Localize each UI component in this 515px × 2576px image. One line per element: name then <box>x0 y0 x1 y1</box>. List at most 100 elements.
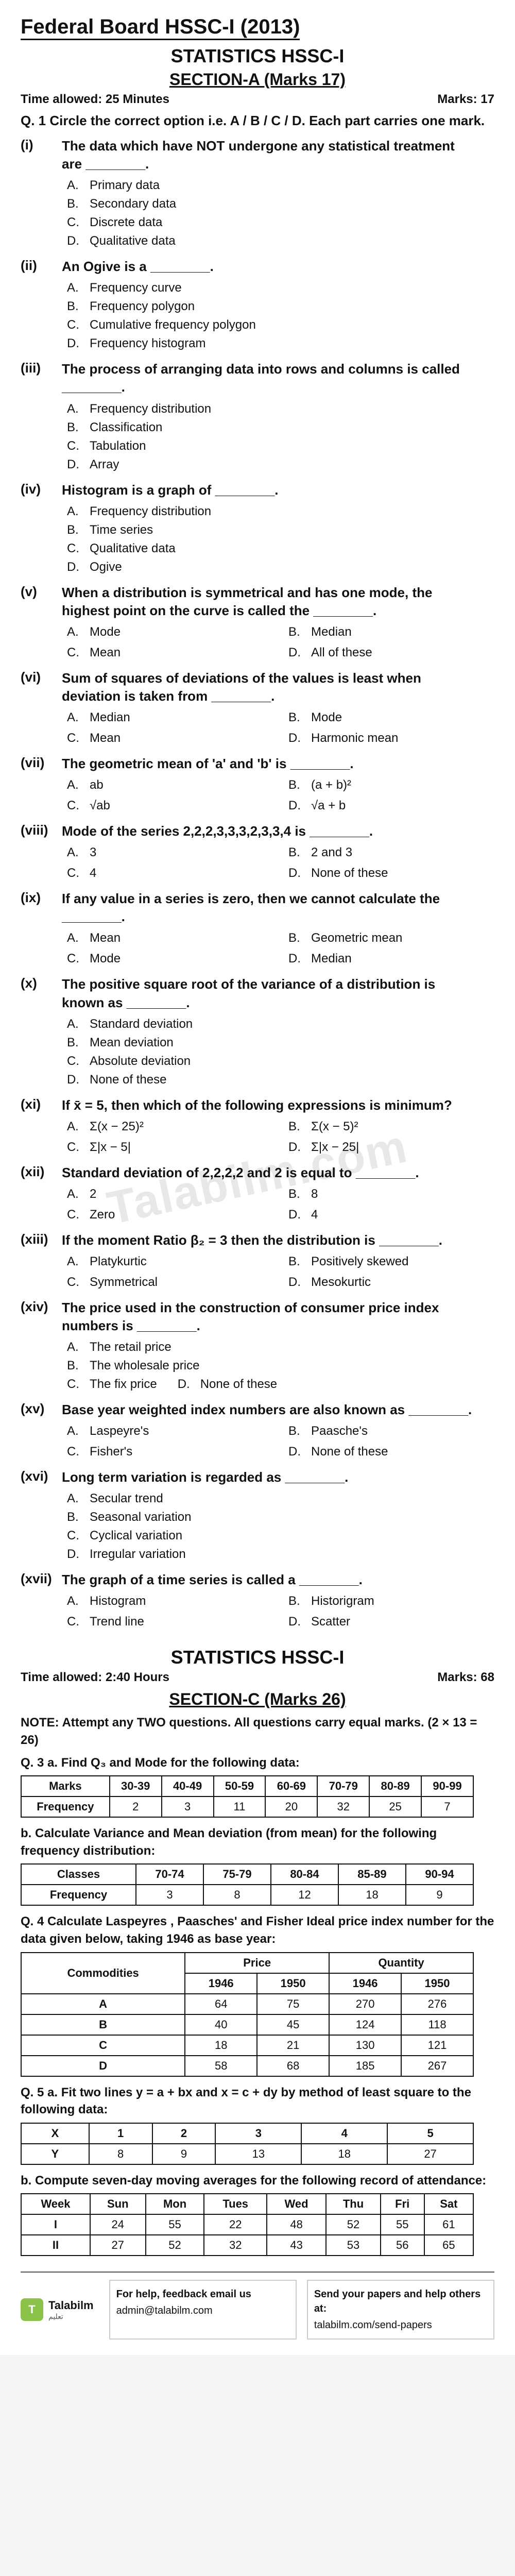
option[interactable]: D.None of these <box>288 864 494 883</box>
marks-a: Marks: 17 <box>437 92 494 107</box>
option[interactable]: C.Mean <box>67 729 273 748</box>
question-number: (x) <box>21 975 62 991</box>
question-text: The price used in the construction of co… <box>62 1299 474 1335</box>
option[interactable]: A.Secular trend <box>67 1489 494 1508</box>
option[interactable]: D.Harmonic mean <box>288 729 494 748</box>
table-cell: 124 <box>329 2014 401 2035</box>
question-number: (v) <box>21 584 62 600</box>
option[interactable]: A.Platykurtic <box>67 1252 273 1271</box>
table-cell: 68 <box>257 2056 329 2076</box>
option[interactable]: B.Geometric mean <box>288 929 494 947</box>
option[interactable]: B.Σ(x − 5)² <box>288 1117 494 1136</box>
option[interactable]: B.Mode <box>288 708 494 727</box>
option[interactable]: B.Classification <box>67 418 494 437</box>
option[interactable]: B.Median <box>288 623 494 641</box>
option[interactable]: C.Cumulative frequency polygon <box>67 316 494 334</box>
option[interactable]: A.ab <box>67 776 273 794</box>
option[interactable]: C.Absolute deviation <box>67 1052 494 1071</box>
option[interactable]: D.Ogive <box>67 558 494 577</box>
table-cell: C <box>21 2035 185 2056</box>
table-cell: 185 <box>329 2056 401 2076</box>
option[interactable]: C.Cyclical variation <box>67 1527 494 1545</box>
table-header: Sat <box>424 2194 473 2214</box>
option[interactable]: B.Positively skewed <box>288 1252 494 1271</box>
option[interactable]: A.Primary data <box>67 176 494 195</box>
option[interactable]: C.Fisher's <box>67 1443 273 1461</box>
option[interactable]: B.Frequency polygon <box>67 297 494 316</box>
option[interactable]: C.Mode <box>67 950 273 968</box>
option[interactable]: D.4 <box>288 1206 494 1224</box>
question: (x)The positive square root of the varia… <box>21 975 494 1089</box>
table-cell: 22 <box>204 2214 266 2235</box>
footer-send-url[interactable]: talabilm.com/send-papers <box>314 2318 487 2332</box>
option[interactable]: D.Irregular variation <box>67 1545 494 1564</box>
option[interactable]: D.Qualitative data <box>67 232 494 250</box>
table-header: Fri <box>381 2194 424 2214</box>
option[interactable]: C.Zero <box>67 1206 273 1224</box>
table-header: Commodities <box>21 1953 185 1994</box>
option[interactable]: D.Median <box>288 950 494 968</box>
option[interactable]: B.Historigram <box>288 1592 494 1611</box>
option[interactable]: A.Median <box>67 708 273 727</box>
option[interactable]: B.(a + b)² <box>288 776 494 794</box>
options: A.Frequency curveB.Frequency polygonC.Cu… <box>67 279 494 353</box>
option[interactable]: D.None of these <box>67 1071 494 1089</box>
table-cell: 55 <box>146 2214 204 2235</box>
option[interactable]: D.Σ|x − 25| <box>288 1138 494 1157</box>
option[interactable]: D.Array <box>67 455 494 474</box>
option[interactable]: A.Standard deviation <box>67 1015 494 1033</box>
option[interactable]: A.Laspeyre's <box>67 1422 273 1440</box>
option[interactable]: B.8 <box>288 1185 494 1204</box>
option[interactable]: A.Frequency distribution <box>67 502 494 521</box>
question-text: The graph of a time series is called a _… <box>62 1571 474 1589</box>
option[interactable]: D.Mesokurtic <box>288 1273 494 1292</box>
table-cell: 40 <box>185 2014 257 2035</box>
option[interactable]: C.Qualitative data <box>67 539 494 558</box>
option[interactable]: A.Frequency distribution <box>67 400 494 418</box>
option[interactable]: C.Tabulation <box>67 437 494 455</box>
option[interactable]: C.Trend line <box>67 1613 273 1631</box>
footer: T Talabilm تعلیم For help, feedback emai… <box>21 2272 494 2340</box>
option[interactable]: B.2 and 3 <box>288 843 494 862</box>
option[interactable]: B.Mean deviation <box>67 1033 494 1052</box>
table-cell: D <box>21 2056 185 2076</box>
option[interactable]: B.Seasonal variation <box>67 1508 494 1527</box>
option[interactable]: C.Mean <box>67 643 273 662</box>
options: A.Mode B.Median C.Mean D.All of these <box>67 623 494 662</box>
option[interactable]: A.Frequency curve <box>67 279 494 297</box>
option[interactable]: B.Paasche's <box>288 1422 494 1440</box>
option[interactable]: A.The retail price <box>67 1338 494 1357</box>
table-cell: 9 <box>406 1885 473 1905</box>
option[interactable]: A.Σ(x − 25)² <box>67 1117 273 1136</box>
section-a-title: SECTION-A (Marks 17) <box>21 70 494 89</box>
option[interactable]: B.Time series <box>67 521 494 539</box>
table-header: Classes <box>21 1864 136 1885</box>
section-c-title: SECTION-C (Marks 26) <box>21 1690 494 1709</box>
option[interactable]: C.√ab <box>67 796 273 815</box>
question: (xvii)The graph of a time series is call… <box>21 1571 494 1631</box>
option[interactable]: D.None of these <box>288 1443 494 1461</box>
option[interactable]: A.3 <box>67 843 273 862</box>
table-cell: 52 <box>146 2235 204 2256</box>
option[interactable]: D.Scatter <box>288 1613 494 1631</box>
option[interactable]: C.The fix price D.None of these <box>67 1375 494 1394</box>
option[interactable]: D.√a + b <box>288 796 494 815</box>
option[interactable]: D.All of these <box>288 643 494 662</box>
option[interactable]: B.Secondary data <box>67 195 494 213</box>
table-cell: 7 <box>421 1797 473 1817</box>
footer-help-email[interactable]: admin@talabilm.com <box>116 2303 289 2318</box>
option[interactable]: C.4 <box>67 864 273 883</box>
table-cell: 53 <box>326 2235 381 2256</box>
option[interactable]: C.Discrete data <box>67 213 494 232</box>
table-cell: 21 <box>257 2035 329 2056</box>
option[interactable]: B.The wholesale price <box>67 1357 494 1375</box>
option[interactable]: A.2 <box>67 1185 273 1204</box>
option[interactable]: C.Symmetrical <box>67 1273 273 1292</box>
option[interactable]: A.Histogram <box>67 1592 273 1611</box>
table-cell: 3 <box>136 1885 203 1905</box>
option[interactable]: A.Mean <box>67 929 273 947</box>
option[interactable]: D.Frequency histogram <box>67 334 494 353</box>
option[interactable]: A.Mode <box>67 623 273 641</box>
table-header: 2 <box>152 2123 216 2144</box>
option[interactable]: C.Σ|x − 5| <box>67 1138 273 1157</box>
